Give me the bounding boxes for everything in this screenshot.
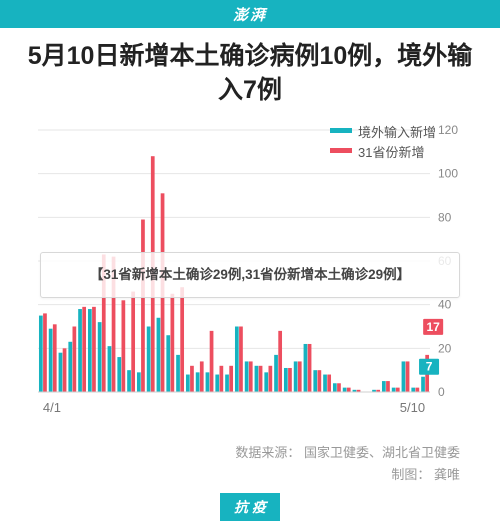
svg-text:31省份新增: 31省份新增 (358, 145, 424, 160)
chart-area: 0204060801001204/15/10177境外输入新增31省份新增 【3… (0, 112, 500, 432)
header-strip: 澎湃 (0, 0, 500, 28)
svg-text:4/1: 4/1 (43, 400, 61, 415)
svg-text:17: 17 (426, 319, 440, 333)
svg-text:120: 120 (438, 123, 458, 137)
footer-tag: 抗 疫 (220, 493, 280, 521)
svg-text:境外输入新增: 境外输入新增 (358, 125, 436, 140)
source-value: 国家卫健委、湖北省卫健委 (304, 445, 460, 460)
svg-text:100: 100 (438, 166, 458, 180)
brand-logo-text: 澎湃 (233, 4, 267, 25)
title-block: 5月10日新增本土确诊病例10例，境外输入7例 (0, 28, 500, 112)
svg-text:5/10: 5/10 (400, 400, 425, 415)
svg-text:7: 7 (426, 359, 433, 373)
svg-text:80: 80 (438, 210, 452, 224)
page-title: 5月10日新增本土确诊病例10例，境外输入7例 (20, 40, 480, 108)
overlay-banner-text: 【31省新增本土确诊29例,31省份新增本土确诊29例】 (90, 266, 410, 284)
footer-strip: 抗 疫 (0, 492, 500, 522)
source-label: 数据来源： (235, 445, 300, 460)
svg-text:40: 40 (438, 297, 452, 311)
overlay-banner: 【31省新增本土确诊29例,31省份新增本土确诊29例】 (40, 252, 460, 298)
svg-text:0: 0 (438, 385, 445, 399)
chartby-label: 制图： (391, 467, 430, 482)
svg-text:20: 20 (438, 341, 452, 355)
chartby-value: 龚唯 (434, 467, 460, 482)
credits: 数据来源： 国家卫健委、湖北省卫健委 制图： 龚唯 (0, 432, 500, 486)
